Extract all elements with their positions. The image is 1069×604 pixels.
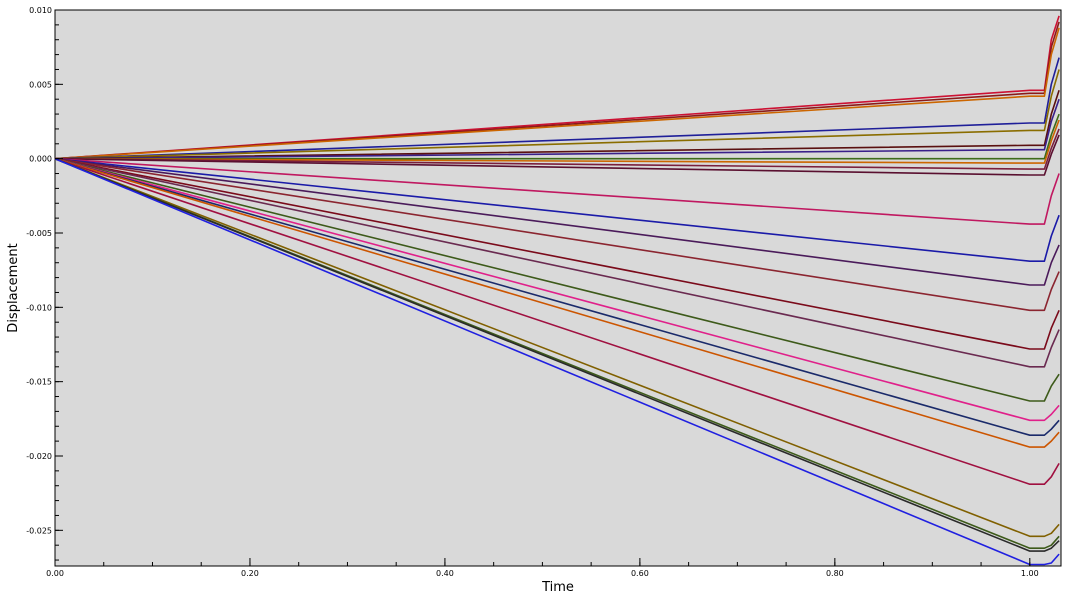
y-tick-label: -0.020 <box>26 452 52 461</box>
series-line-18 <box>54 157 1060 402</box>
plot-area <box>54 9 1062 567</box>
series-line-14 <box>54 157 1060 286</box>
y-tick-label: -0.015 <box>26 378 52 387</box>
x-tick-label: 0.40 <box>436 569 454 578</box>
y-tick-label: -0.005 <box>26 229 52 238</box>
series-line-7 <box>54 98 1060 160</box>
x-tick-label: 1.00 <box>1021 569 1039 578</box>
y-tick-label: -0.010 <box>26 303 52 312</box>
series-line-13 <box>54 157 1060 263</box>
series-line-21 <box>54 157 1060 448</box>
series-line-16 <box>54 157 1060 350</box>
series-line-12 <box>54 157 1060 225</box>
series-line-10 <box>54 128 1060 170</box>
series-line-4 <box>54 57 1060 160</box>
y-tick-label: 0.010 <box>29 6 52 15</box>
series-line-3 <box>54 27 1060 160</box>
series-line-15 <box>54 157 1060 312</box>
y-axis-title: Displacement <box>6 243 21 332</box>
series-line-26 <box>54 157 1060 566</box>
y-tick-label: 0.005 <box>29 80 52 89</box>
series-line-23 <box>54 157 1060 538</box>
x-tick-label: 0.80 <box>826 569 844 578</box>
series-line-17 <box>54 157 1060 368</box>
series-line-11 <box>54 134 1060 176</box>
x-tick-label: 0.60 <box>631 569 649 578</box>
series-line-22 <box>54 157 1060 486</box>
y-tick-label: -0.025 <box>26 526 52 535</box>
series-line-24 <box>54 157 1060 550</box>
series-line-19 <box>54 157 1060 422</box>
x-tick-label: 0.20 <box>241 569 259 578</box>
series-line-5 <box>54 69 1060 160</box>
series-line-25 <box>54 157 1060 552</box>
series-layer <box>54 15 1060 566</box>
series-line-8 <box>55 113 1060 160</box>
x-tick-label: 0.00 <box>46 569 64 578</box>
axis-layer: 0.00 0.20 0.40 0.60 0.80 1.00 0.010 0.005 0.000 -… <box>26 6 1039 578</box>
y-tick-label: 0.000 <box>29 155 52 164</box>
x-axis-title: Time <box>541 580 574 595</box>
series-line-20 <box>54 157 1060 437</box>
series-line-9 <box>54 119 1060 164</box>
series-line-6 <box>54 90 1060 160</box>
